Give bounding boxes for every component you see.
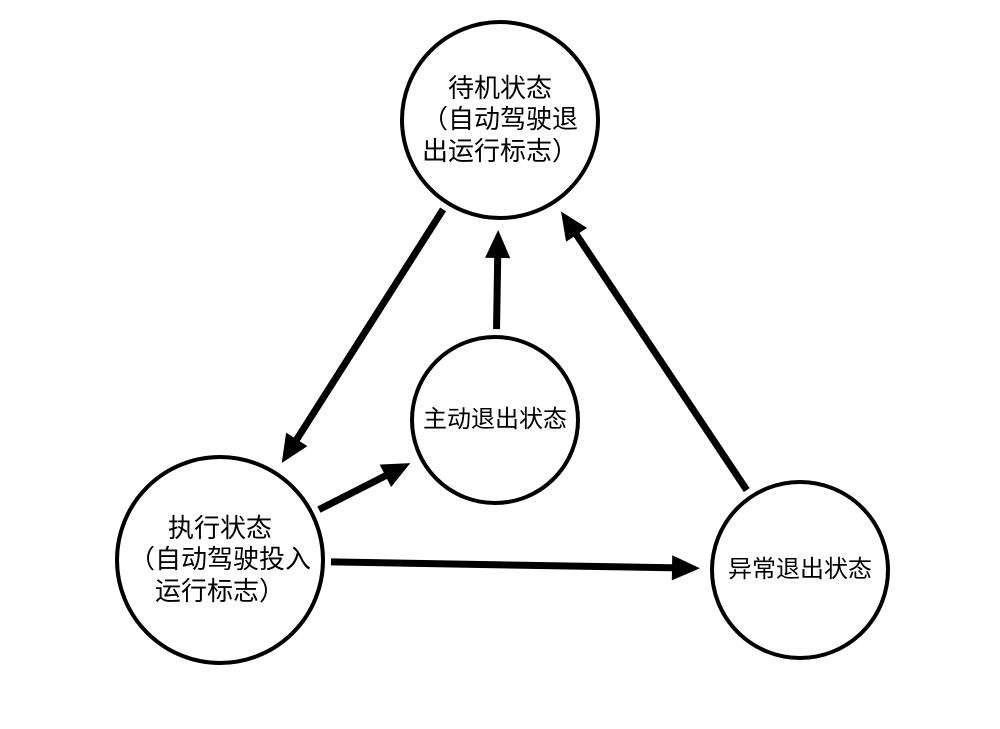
node-abnormal-exit-label: 异常退出状态 bbox=[728, 556, 872, 585]
state-diagram: 待机状态 （自动驾驶退 出运行标志） 执行状态 （自动驾驶投入 运行标志） 主动… bbox=[0, 0, 1000, 729]
node-standby-label: 待机状态 （自动驾驶退 出运行标志） bbox=[422, 73, 578, 167]
node-standby: 待机状态 （自动驾驶退 出运行标志） bbox=[400, 20, 600, 220]
node-execute: 执行状态 （自动驾驶投入 运行标志） bbox=[115, 455, 325, 665]
node-execute-label: 执行状态 （自动驾驶投入 运行标志） bbox=[129, 513, 311, 607]
node-active-exit: 主动退出状态 bbox=[410, 335, 580, 505]
node-abnormal-exit: 异常退出状态 bbox=[710, 480, 890, 660]
node-active-exit-label: 主动退出状态 bbox=[423, 406, 567, 435]
